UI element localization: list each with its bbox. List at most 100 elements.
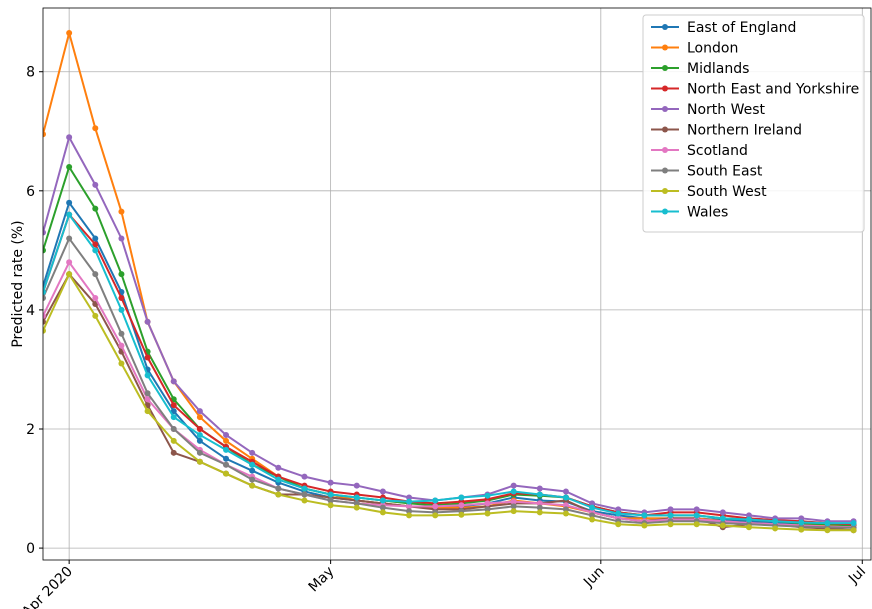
data-point <box>249 461 256 468</box>
data-point <box>406 503 413 510</box>
data-point <box>327 491 334 498</box>
y-tick-label: 8 <box>26 65 35 81</box>
legend-marker <box>662 85 668 92</box>
data-point <box>484 506 491 513</box>
data-point <box>458 511 465 518</box>
data-point <box>249 482 256 489</box>
data-point <box>667 521 674 528</box>
data-point <box>353 482 360 489</box>
data-point <box>249 467 256 474</box>
plot-frame <box>42 7 872 561</box>
data-point <box>223 446 230 453</box>
data-point <box>66 211 73 218</box>
x-tick-label: Jun <box>580 564 607 591</box>
data-point <box>43 318 46 325</box>
data-point <box>615 506 622 513</box>
data-point <box>92 125 99 132</box>
data-point <box>432 512 439 519</box>
data-point <box>118 294 125 301</box>
data-point <box>562 510 569 517</box>
data-point <box>406 494 413 501</box>
data-point <box>43 289 46 296</box>
data-point <box>43 294 46 301</box>
legend-marker <box>662 167 668 174</box>
data-point <box>118 306 125 313</box>
data-point <box>745 512 752 519</box>
data-point <box>301 491 308 498</box>
data-point <box>170 425 177 432</box>
legend-marker <box>662 188 668 194</box>
data-point <box>92 294 99 301</box>
data-point <box>589 500 596 507</box>
data-point <box>196 437 203 444</box>
data-point <box>458 502 465 509</box>
data-point <box>850 520 857 527</box>
data-point <box>43 131 46 138</box>
y-axis-label: Predicted rate (%) <box>10 220 26 347</box>
data-point <box>118 330 125 337</box>
legend-label: Midlands <box>687 61 749 77</box>
data-point <box>562 494 569 501</box>
data-point <box>693 521 700 528</box>
legend-label: Scotland <box>687 143 748 159</box>
data-point <box>510 503 517 510</box>
data-point <box>536 491 543 498</box>
legend-marker <box>662 44 668 51</box>
legend-marker <box>662 106 668 112</box>
data-point <box>223 455 230 462</box>
data-point <box>301 485 308 492</box>
data-point <box>43 327 46 334</box>
data-point <box>615 510 622 517</box>
data-point <box>275 485 282 492</box>
data-point <box>458 494 465 501</box>
data-point <box>92 235 99 242</box>
legend-label: Northern Ireland <box>687 123 802 139</box>
data-point <box>379 504 386 511</box>
data-point <box>693 512 700 519</box>
data-point <box>719 509 726 516</box>
legend-marker <box>662 65 668 71</box>
legend-label: North West <box>687 102 766 118</box>
data-point <box>798 526 805 533</box>
x-tick-label: Jul <box>845 564 869 588</box>
y-tick-label: 2 <box>26 422 35 438</box>
series-line <box>43 212 854 526</box>
data-point <box>327 502 334 509</box>
data-point <box>406 498 413 505</box>
data-point <box>170 437 177 444</box>
data-point <box>196 449 203 456</box>
data-point <box>484 510 491 517</box>
y-tick-label: 6 <box>26 184 35 200</box>
data-point <box>484 500 491 507</box>
data-point <box>43 247 46 254</box>
legend-label: South East <box>687 164 763 180</box>
data-point <box>118 342 125 349</box>
data-point <box>641 512 648 519</box>
data-point <box>432 503 439 510</box>
legend-marker <box>662 147 668 153</box>
data-point <box>170 408 177 415</box>
legend-box <box>642 14 865 233</box>
data-point <box>379 497 386 504</box>
y-tick-label: 4 <box>26 303 35 319</box>
data-point <box>223 461 230 468</box>
legend-label: East of England <box>687 20 796 36</box>
data-point <box>615 521 622 528</box>
data-point <box>353 504 360 511</box>
data-point <box>92 312 99 319</box>
data-point <box>275 464 282 471</box>
data-point <box>353 494 360 501</box>
data-point <box>223 437 230 444</box>
data-point <box>196 414 203 421</box>
data-point <box>301 473 308 480</box>
plot-area <box>43 29 857 534</box>
data-point <box>144 354 151 361</box>
data-point <box>196 431 203 438</box>
data-point <box>510 482 517 489</box>
data-point <box>327 479 334 486</box>
data-point <box>118 271 125 278</box>
legend-label: North East and Yorkshire <box>687 82 859 98</box>
data-point <box>824 527 831 534</box>
